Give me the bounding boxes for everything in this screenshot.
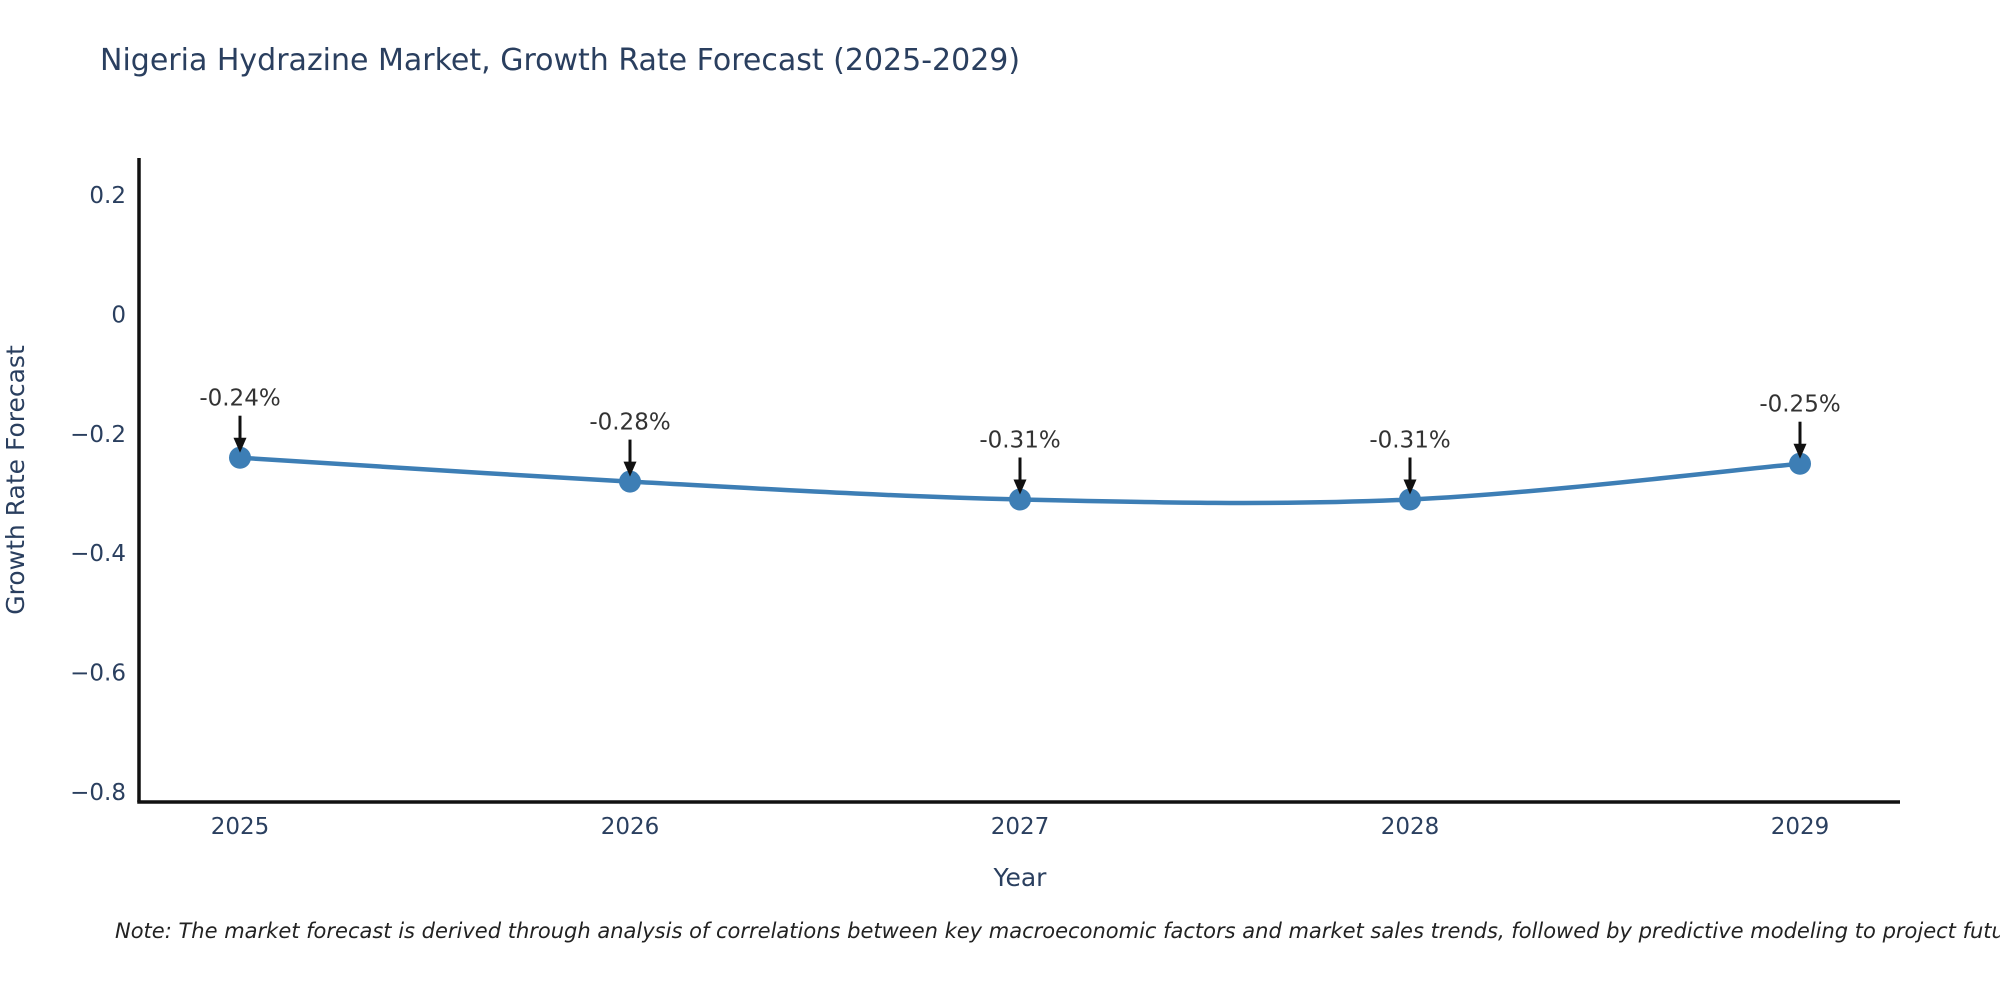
x-tick-label: 2026 <box>601 814 660 840</box>
y-tick-label: −0.8 <box>70 780 126 806</box>
y-tick-label: −0.2 <box>70 422 126 448</box>
data-point-marker <box>1789 452 1811 475</box>
x-tick-label: 2025 <box>211 814 270 840</box>
annotation-label: -0.28% <box>589 410 670 436</box>
annotation-label: -0.31% <box>1369 428 1450 454</box>
annotations-group: -0.24% -0.28% -0.31% -0.31% -0.25% <box>199 386 1841 495</box>
annotation-arrow-head <box>1403 479 1417 495</box>
annotation-arrow-head <box>233 437 247 453</box>
series-group <box>229 446 1811 511</box>
chart-title: Nigeria Hydrazine Market, Growth Rate Fo… <box>100 43 1021 78</box>
y-axis-title: Growth Rate Forecast <box>1 345 30 615</box>
y-tick-label: −0.6 <box>70 661 126 687</box>
data-point-marker <box>229 446 251 469</box>
data-point-marker <box>619 470 641 493</box>
annotation-label: -0.31% <box>979 428 1060 454</box>
y-tick-label: −0.4 <box>70 541 126 567</box>
x-tick-labels: 2025 2026 2027 2028 2029 <box>211 814 1830 840</box>
annotation-label: -0.25% <box>1759 392 1840 418</box>
y-tick-label: 0.2 <box>89 183 126 209</box>
x-tick-label: 2027 <box>991 814 1050 840</box>
annotation-arrow-head <box>1013 479 1027 495</box>
data-point-marker <box>1009 488 1031 511</box>
annotation-arrow-head <box>623 461 637 477</box>
data-point-marker <box>1399 488 1421 511</box>
y-tick-labels: 0.2 0 −0.2 −0.4 −0.6 −0.8 <box>70 183 126 806</box>
x-axis-title: Year <box>993 863 1048 892</box>
y-tick-label: 0 <box>111 302 126 328</box>
annotation-label: -0.24% <box>199 386 280 412</box>
x-tick-label: 2028 <box>1381 814 1440 840</box>
footnote: Note: The market forecast is derived thr… <box>115 919 2000 943</box>
annotation-arrow-head <box>1793 443 1807 459</box>
x-tick-label: 2029 <box>1771 814 1830 840</box>
